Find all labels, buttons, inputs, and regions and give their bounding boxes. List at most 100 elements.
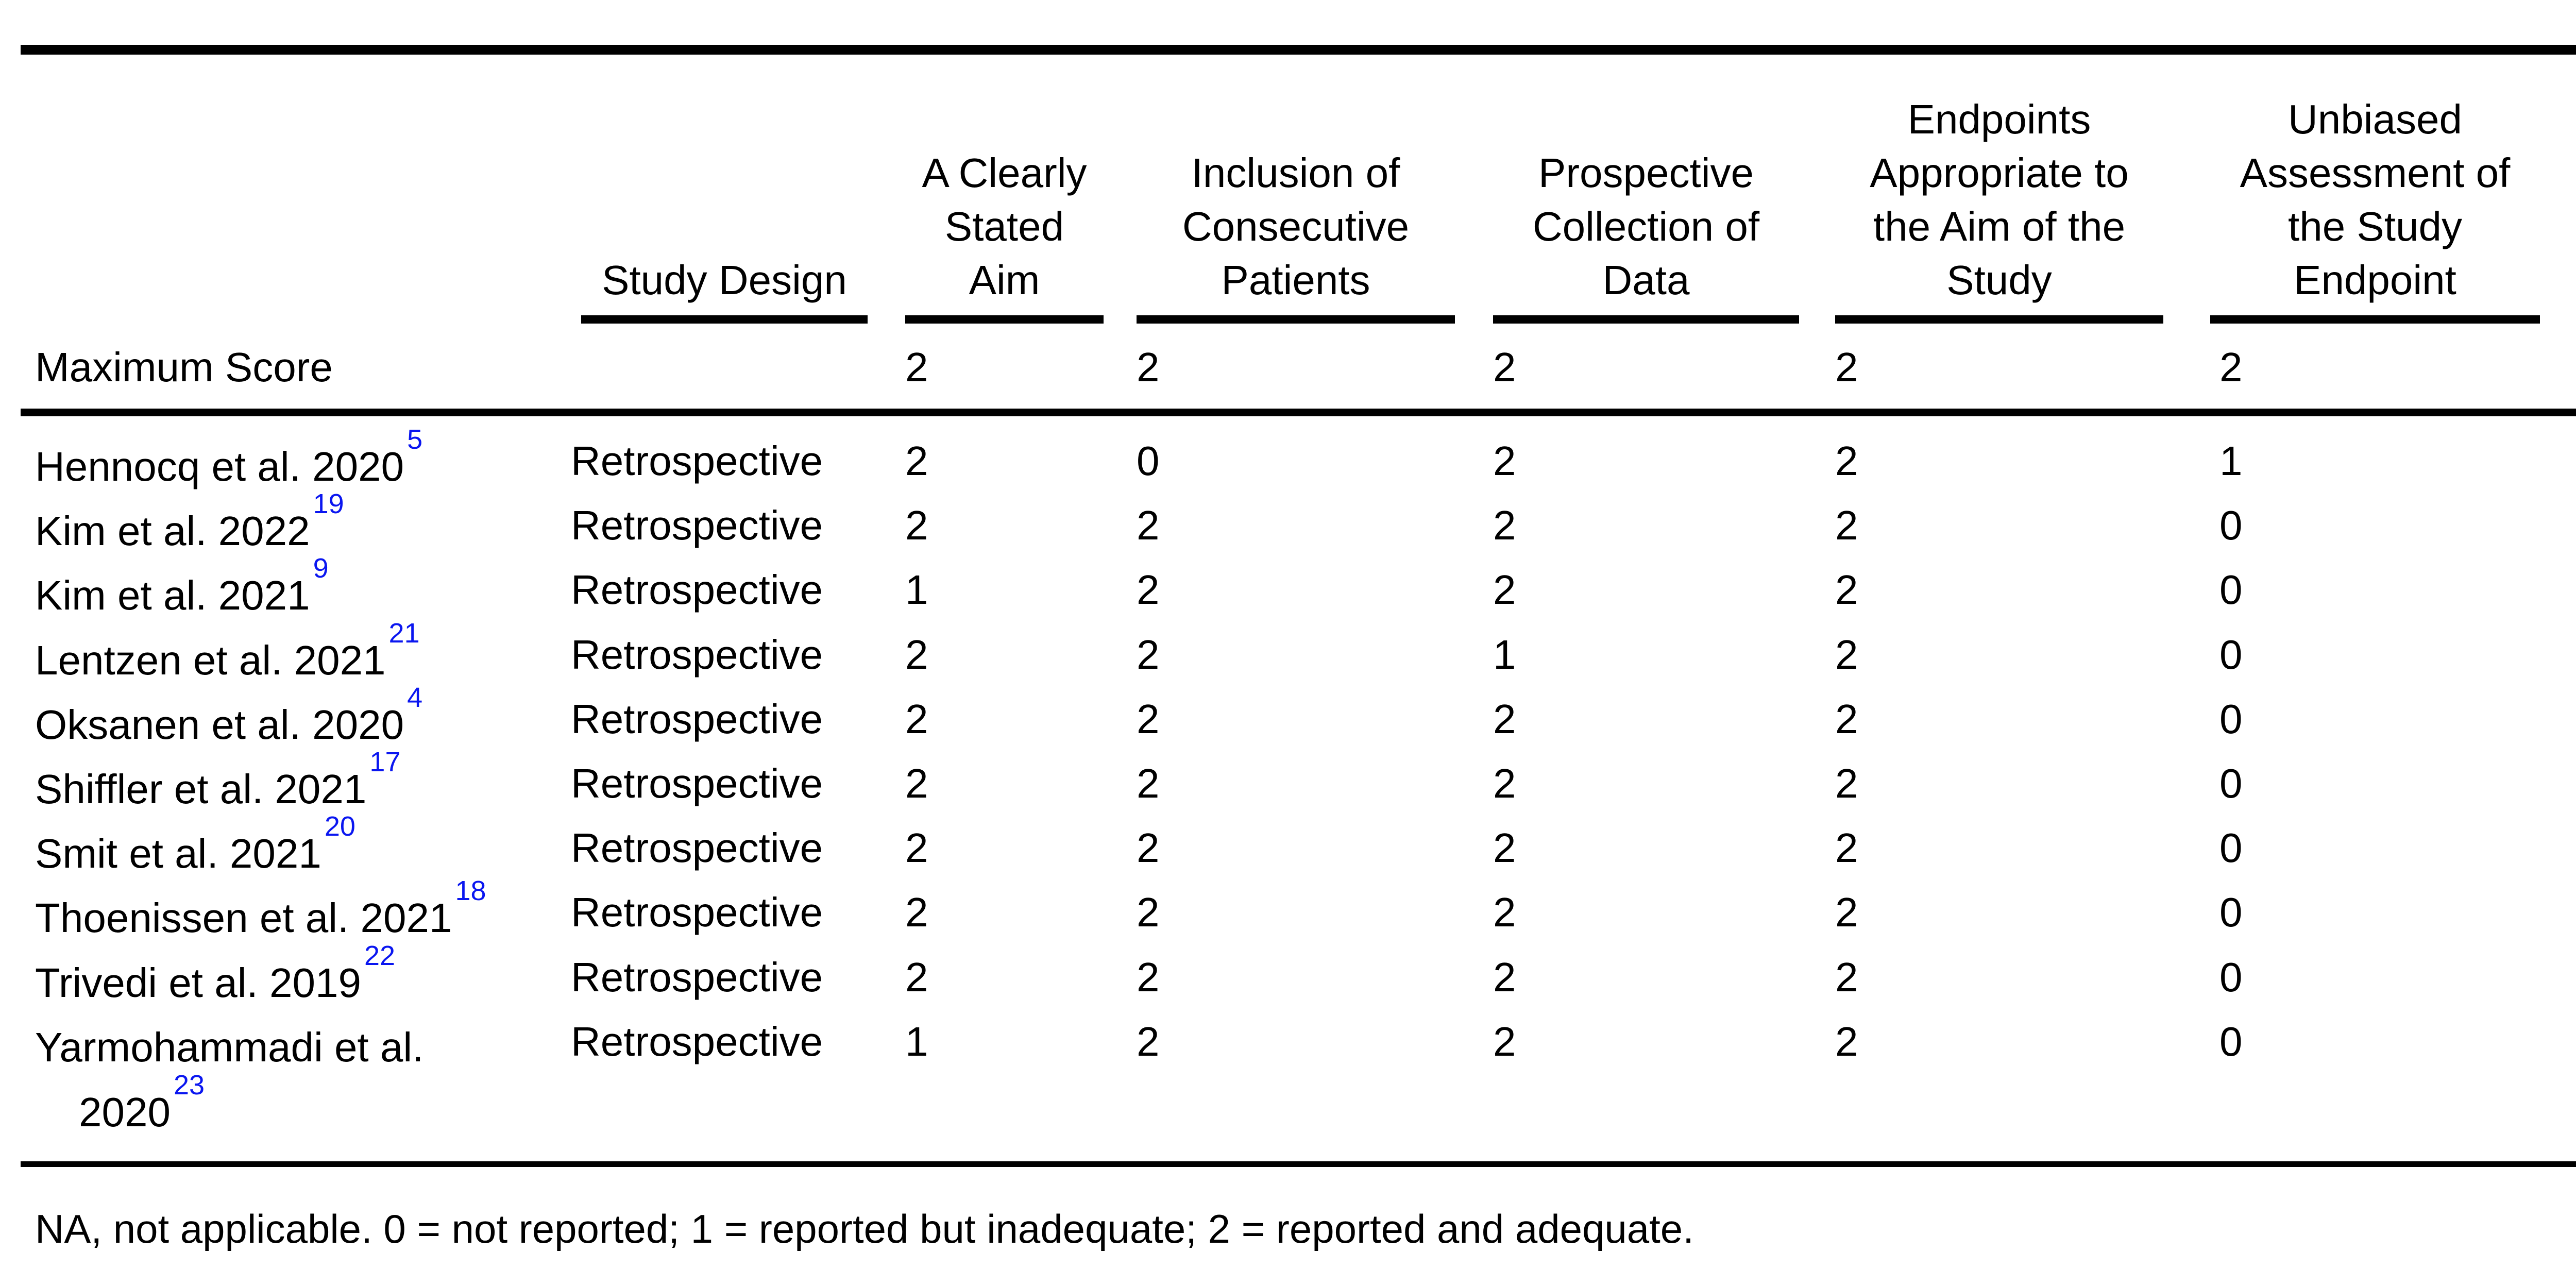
endpoints-score: 2: [1835, 760, 1858, 806]
endpoints-score: 2: [1835, 567, 1858, 613]
unbiased-score: 0: [2219, 760, 2243, 806]
column-underline-inclusion: [1137, 315, 1455, 324]
study-name-text: Lentzen et al. 2021: [35, 637, 386, 683]
endpoints-score: 2: [1835, 889, 1858, 935]
inclusion-score: 2: [1137, 889, 1160, 935]
table-row: Lentzen et al. 202121 Retrospective 2 2 …: [0, 619, 2576, 693]
max-collection-score: 2: [1493, 344, 1516, 390]
table-row: Trivedi et al. 201922 Retrospective 2 2 …: [0, 942, 2576, 1016]
study-name-text: Kim et al. 2022: [35, 508, 310, 554]
aim-score: 2: [905, 502, 928, 548]
inclusion-score: 2: [1137, 954, 1160, 1000]
study-name-line2: 2020: [79, 1089, 171, 1135]
aim-score: 2: [905, 760, 928, 806]
aim-score: 2: [905, 825, 928, 871]
study-design-value: Retrospective: [571, 632, 823, 678]
column-header-study-design: Study Design: [602, 257, 847, 303]
column-underline-aim: [905, 315, 1104, 324]
reference-superscript: 23: [173, 1070, 205, 1101]
column-header-unbiased: Unbiased Assessment of the Study Endpoin…: [2240, 96, 2511, 303]
collection-score: 2: [1493, 1019, 1516, 1064]
inclusion-score: 0: [1137, 438, 1160, 484]
collection-score: 2: [1493, 567, 1516, 613]
column-header-aim: A Clearly Stated Aim: [922, 150, 1087, 303]
study-name-text: Hennocq et al. 2020: [35, 444, 404, 489]
aim-score: 1: [905, 1019, 928, 1064]
endpoints-score: 2: [1835, 438, 1858, 484]
table-row: Smit et al. 202120 Retrospective 2 2 2 2…: [0, 813, 2576, 886]
max-unbiased-score: 2: [2219, 344, 2243, 390]
study-design-value: Retrospective: [571, 438, 823, 484]
max-endpoints-score: 2: [1835, 344, 1858, 390]
collection-score: 2: [1493, 502, 1516, 548]
study-design-value: Retrospective: [571, 696, 823, 742]
study-design-value: Retrospective: [571, 760, 823, 806]
study-name-text: Kim et al. 2021: [35, 572, 310, 618]
study-name-text: Smit et al. 2021: [35, 831, 321, 876]
maximum-score-row: Maximum Score 2 2 2 2 2 2 2 2 16/16 (100…: [0, 341, 2576, 394]
maximum-score-label: Maximum Score: [35, 344, 333, 390]
aim-score: 2: [905, 889, 928, 935]
study-name-text: Thoenissen et al. 2021: [35, 895, 452, 941]
study-name: Lentzen et al. 202121: [35, 619, 581, 693]
study-name: Yarmohammadi et al. 202023: [35, 1015, 581, 1145]
inclusion-score: 2: [1137, 825, 1160, 871]
endpoints-score: 2: [1835, 502, 1858, 548]
reference-superscript: 5: [407, 424, 423, 455]
column-header-endpoints: Endpoints Appropriate to the Aim of the …: [1870, 96, 2129, 303]
table-bottom-rule: [21, 1161, 2576, 1167]
unbiased-score: 0: [2219, 889, 2243, 935]
endpoints-score: 2: [1835, 825, 1858, 871]
inclusion-score: 2: [1137, 502, 1160, 548]
table-row: Kim et al. 202219 Retrospective 2 2 2 2 …: [0, 490, 2576, 564]
column-underline-endpoints: [1835, 315, 2163, 324]
study-design-value: Retrospective: [571, 567, 823, 613]
collection-score: 2: [1493, 696, 1516, 742]
study-design-value: Retrospective: [571, 825, 823, 871]
endpoints-score: 2: [1835, 632, 1858, 678]
reference-superscript: 22: [364, 940, 396, 972]
inclusion-score: 2: [1137, 632, 1160, 678]
study-name-text: Shiffler et al. 2021: [35, 766, 367, 812]
study-name: Thoenissen et al. 202118: [35, 877, 581, 951]
column-header-followup: Follow-Up Period Appropriate to the Aim …: [2549, 93, 2576, 307]
reference-superscript: 17: [369, 747, 401, 778]
collection-score: 2: [1493, 760, 1516, 806]
endpoints-score: 2: [1835, 1019, 1858, 1064]
study-design-value: Retrospective: [571, 889, 823, 935]
aim-score: 2: [905, 696, 928, 742]
column-underline-collection: [1493, 315, 1799, 324]
unbiased-score: 0: [2219, 825, 2243, 871]
inclusion-score: 2: [1137, 760, 1160, 806]
reference-superscript: 21: [388, 618, 420, 649]
table-row: Shiffler et al. 202117 Retrospective 2 2…: [0, 748, 2576, 822]
study-design-value: Retrospective: [571, 1019, 823, 1064]
study-name: Oksanen et al. 20204: [35, 684, 581, 757]
study-name: Hennocq et al. 20205: [35, 426, 581, 499]
reference-superscript: 9: [313, 553, 329, 584]
header-separator-rule: [21, 409, 2576, 416]
column-underline-study-design: [581, 315, 868, 324]
unbiased-score: 0: [2219, 567, 2243, 613]
study-name: Smit et al. 202120: [35, 813, 581, 886]
table-row: Yarmohammadi et al. 202023 Retrospective…: [0, 1015, 2576, 1135]
unbiased-score: 1: [2219, 438, 2243, 484]
unbiased-score: 0: [2219, 632, 2243, 678]
study-name-text: Trivedi et al. 2019: [35, 960, 361, 1006]
max-aim-score: 2: [905, 344, 928, 390]
table-row: Oksanen et al. 20204 Retrospective 2 2 2…: [0, 684, 2576, 757]
study-name: Kim et al. 20219: [35, 554, 581, 628]
table-row: Kim et al. 20219 Retrospective 1 2 2 2 0…: [0, 554, 2576, 628]
reference-superscript: 20: [324, 811, 355, 842]
max-inclusion-score: 2: [1137, 344, 1160, 390]
unbiased-score: 0: [2219, 1019, 2243, 1064]
study-design-value: Retrospective: [571, 502, 823, 548]
unbiased-score: 0: [2219, 502, 2243, 548]
endpoints-score: 2: [1835, 954, 1858, 1000]
study-name: Shiffler et al. 202117: [35, 748, 581, 822]
unbiased-score: 0: [2219, 954, 2243, 1000]
collection-score: 2: [1493, 825, 1516, 871]
table-row: Thoenissen et al. 202118 Retrospective 2…: [0, 877, 2576, 951]
study-name: Kim et al. 202219: [35, 490, 581, 564]
